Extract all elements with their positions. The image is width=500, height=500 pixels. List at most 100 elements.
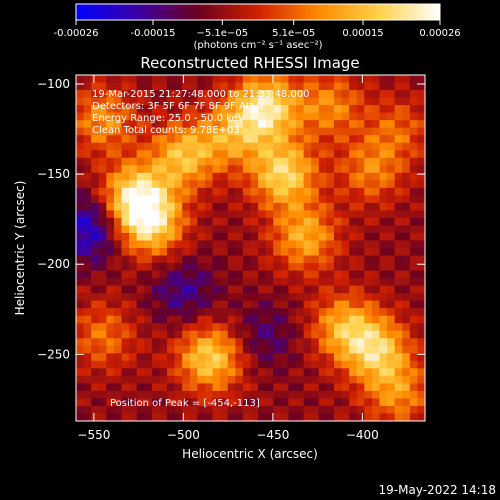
heatmap-cell (136, 202, 145, 211)
heatmap-cell (204, 390, 214, 399)
heatmap-cell (341, 413, 350, 421)
heatmap-cell (83, 187, 92, 196)
heatmap-cell (144, 217, 153, 226)
heatmap-cell (356, 338, 365, 347)
heatmap-cell (349, 120, 358, 129)
heatmap-cell (113, 338, 123, 347)
heatmap-cell (265, 263, 274, 272)
heatmap-cell (235, 120, 244, 129)
heatmap-cell (250, 90, 259, 99)
heatmap-cell (303, 112, 312, 121)
heatmap-cell (98, 285, 107, 294)
heatmap-cell (258, 278, 267, 287)
colorbar-tick: -0.00026 (54, 20, 98, 39)
heatmap-cell (174, 270, 183, 279)
heatmap-cell (113, 120, 123, 129)
heatmap-cell (151, 165, 160, 174)
heatmap-cell (311, 330, 320, 339)
heatmap-cell (98, 390, 107, 399)
heatmap-cell (151, 210, 160, 219)
heatmap-cell (151, 293, 160, 302)
heatmap-cell (296, 127, 305, 136)
heatmap-cell (371, 315, 380, 324)
heatmap-cell (91, 375, 100, 384)
heatmap-cell (258, 112, 267, 121)
heatmap-cell (409, 75, 418, 84)
heatmap-cell (402, 338, 411, 347)
heatmap-cell (364, 157, 373, 166)
heatmap-cell (83, 225, 92, 234)
heatmap-cell (371, 127, 380, 136)
heatmap-cell (280, 330, 289, 339)
heatmap-cell (387, 368, 396, 377)
heatmap-cell (136, 345, 145, 354)
heatmap-cell (220, 300, 229, 309)
heatmap-cell (98, 150, 107, 159)
heatmap-cell (371, 383, 380, 392)
heatmap-cell (159, 413, 168, 421)
heatmap-cell (204, 225, 214, 234)
heatmap-cell (197, 195, 206, 204)
heatmap-cell (189, 248, 198, 257)
heatmap-cell (220, 142, 229, 151)
heatmap-cell (364, 353, 373, 362)
heatmap-cell (136, 195, 145, 204)
heatmap-cell (387, 300, 396, 309)
heatmap-cell (333, 157, 343, 166)
heatmap-cell (280, 210, 289, 219)
x-tick: −550 (77, 75, 110, 442)
heatmap-cell (364, 398, 373, 407)
heatmap-cell (296, 97, 305, 106)
heatmap-cell (159, 338, 168, 347)
heatmap-cell (136, 368, 145, 377)
heatmap-cell (227, 142, 236, 151)
heatmap-cell (121, 180, 130, 189)
heatmap-cell (318, 120, 327, 129)
heatmap-cell (159, 172, 168, 181)
heatmap-cell (296, 187, 305, 196)
heatmap-cell (333, 112, 343, 121)
heatmap-cell (311, 263, 320, 272)
heatmap-cell (258, 368, 267, 377)
heatmap-cell (189, 413, 198, 421)
heatmap-cell (258, 187, 267, 196)
heatmap-cell (265, 180, 274, 189)
heatmap-cell (318, 315, 327, 324)
heatmap-cell (296, 150, 305, 159)
heatmap-cell (189, 315, 198, 324)
heatmap-cell (273, 82, 282, 91)
heatmap-cell (349, 195, 358, 204)
heatmap-cell (417, 82, 425, 91)
heatmap-cell (379, 308, 388, 317)
heatmap-cell (242, 405, 251, 414)
heatmap-cell (106, 390, 115, 399)
heatmap-cell (106, 142, 115, 151)
heatmap-cell (387, 285, 396, 294)
heatmap-cell (204, 398, 214, 407)
heatmap-cell (349, 353, 358, 362)
heatmap-cell (242, 180, 251, 189)
heatmap-cell (121, 248, 130, 257)
heatmap-cell (151, 240, 160, 249)
heatmap-cell (326, 195, 335, 204)
heatmap-cell (182, 112, 191, 121)
heatmap-cell (265, 368, 274, 377)
heatmap-cell (83, 248, 92, 257)
heatmap-cell (129, 195, 138, 204)
heatmap-cell (394, 150, 403, 159)
heatmap-cell (83, 300, 92, 309)
heatmap-cell (394, 270, 403, 279)
heatmap-cell (98, 368, 107, 377)
heatmap-cell (136, 75, 145, 84)
heatmap-cell (121, 150, 130, 159)
heatmap-cell (98, 278, 107, 287)
heatmap-cell (136, 308, 145, 317)
heatmap-cell (106, 97, 115, 106)
heatmap-cell (387, 383, 396, 392)
heatmap-cell (296, 368, 305, 377)
heatmap-cell (182, 210, 191, 219)
heatmap-cell (341, 368, 350, 377)
heatmap-cell (182, 157, 191, 166)
heatmap-cell (144, 232, 153, 241)
